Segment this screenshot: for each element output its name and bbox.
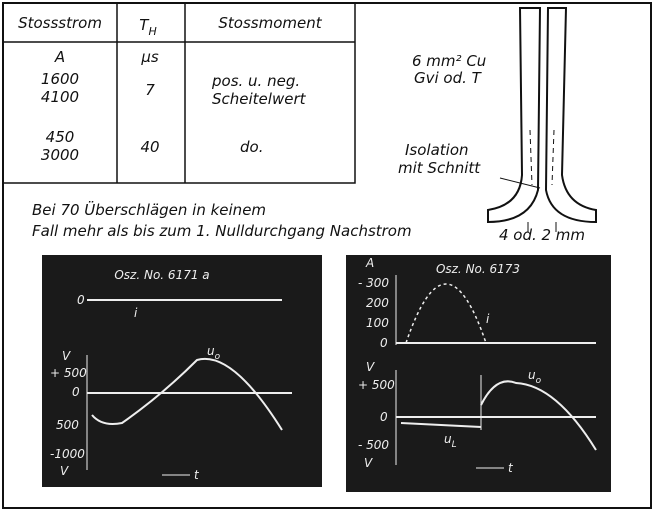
tick-label: + 500: [358, 378, 395, 392]
figure: Stossstrom TH Stossmoment A µs 1600 4100…: [0, 0, 654, 511]
label: mit Schnitt: [398, 159, 481, 177]
oscillogram: Osz. No. 6171 a 0 i V + 500 0 500 -1000 …: [42, 255, 322, 487]
unit: V: [60, 464, 69, 478]
header: Stossmoment: [218, 14, 322, 32]
label: 4 od. 2 mm: [499, 226, 585, 244]
tick-label: 0: [380, 410, 388, 424]
tick-label: - 300: [358, 276, 389, 290]
title: Osz. No. 6173: [436, 262, 520, 276]
cell: 7: [145, 81, 155, 99]
tick-label: 100: [366, 316, 389, 330]
label-sub: o: [536, 376, 542, 386]
title: Osz. No. 6171 a: [114, 268, 209, 282]
unit: V: [364, 456, 373, 470]
tick-label: 200: [366, 296, 389, 310]
header: Stossstrom: [18, 14, 102, 32]
tick-label: 0: [77, 293, 85, 307]
cell: pos. u. neg.: [211, 72, 300, 90]
unit: A: [54, 48, 65, 66]
label-sub: L: [452, 440, 457, 450]
tick-label: 500: [56, 418, 79, 432]
cell: 1600: [41, 70, 79, 88]
cell: 40: [140, 138, 159, 156]
tick-label: 0: [72, 385, 80, 399]
caption: Fall mehr als bis zum 1. Nulldurchgang N…: [32, 222, 412, 240]
oscillogram: Osz. No. 6173 A - 300 200 100 0 i V + 50…: [346, 255, 611, 492]
cell: 450: [46, 128, 75, 146]
unit: µs: [140, 48, 159, 66]
caption: Bei 70 Überschlägen in keinem: [32, 200, 266, 219]
label-sub: o: [215, 352, 221, 362]
tick-label: + 500: [50, 366, 87, 380]
unit: V: [62, 349, 71, 363]
cell: do.: [240, 138, 263, 156]
cell: 3000: [41, 146, 79, 164]
unit: A: [365, 256, 374, 270]
cell: 4100: [41, 88, 79, 106]
tick-label: 0: [380, 336, 388, 350]
label: 6 mm² Cu: [412, 52, 486, 70]
cell: Scheitelwert: [212, 90, 307, 108]
unit: V: [366, 360, 375, 374]
tick-label: -1000: [50, 447, 85, 461]
header-subscript: H: [148, 25, 156, 38]
label: Isolation: [405, 141, 469, 159]
tick-label: - 500: [358, 438, 389, 452]
label: Gvi od. T: [414, 69, 483, 87]
